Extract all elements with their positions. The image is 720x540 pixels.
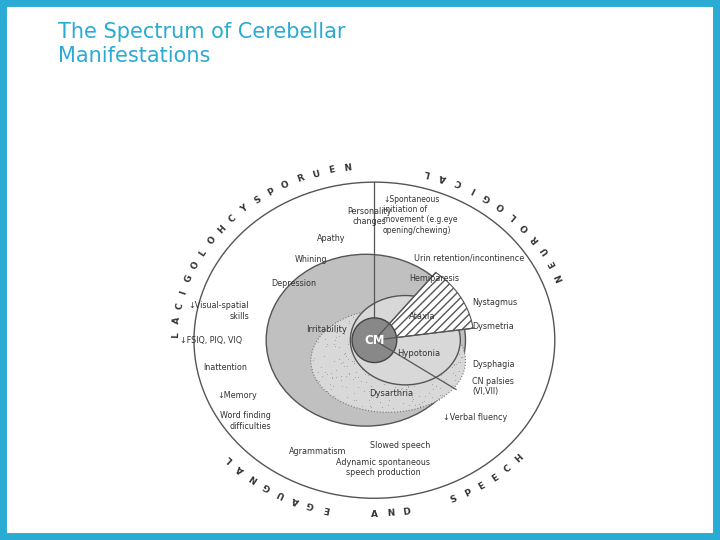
Text: A: A	[235, 463, 246, 475]
Polygon shape	[374, 273, 473, 340]
Text: O: O	[519, 221, 531, 233]
Text: A: A	[172, 316, 182, 325]
Text: Dysarthria: Dysarthria	[369, 389, 414, 398]
Ellipse shape	[351, 295, 460, 385]
Text: ↓Memory: ↓Memory	[218, 390, 258, 400]
Text: Dysphagia: Dysphagia	[472, 360, 515, 369]
Text: E: E	[547, 259, 558, 269]
Text: H: H	[513, 453, 525, 465]
Text: A: A	[371, 510, 378, 518]
Text: G: G	[261, 481, 272, 492]
Text: C: C	[175, 302, 185, 310]
Text: L: L	[171, 332, 181, 338]
Text: E: E	[490, 472, 500, 483]
Circle shape	[352, 318, 397, 362]
Text: ↓FSIQ, PIQ, VIQ: ↓FSIQ, PIQ, VIQ	[180, 336, 242, 345]
Text: Personality
changes: Personality changes	[347, 207, 392, 226]
Text: R: R	[530, 233, 541, 244]
Text: Adynamic spontaneous
speech production: Adynamic spontaneous speech production	[336, 457, 430, 477]
Text: Irritability: Irritability	[306, 326, 347, 334]
Text: C: C	[454, 177, 463, 188]
Text: D: D	[402, 507, 411, 517]
Text: ↓Visual-spatial
skills: ↓Visual-spatial skills	[189, 301, 249, 321]
Ellipse shape	[266, 254, 465, 426]
Text: A: A	[290, 494, 300, 505]
Text: G: G	[482, 192, 492, 203]
Text: P: P	[266, 186, 276, 198]
Text: L: L	[224, 454, 235, 464]
Text: U: U	[539, 245, 550, 256]
Text: Urin retention/incontinence: Urin retention/incontinence	[414, 253, 524, 262]
Text: A: A	[438, 172, 447, 182]
Text: E: E	[328, 165, 336, 176]
Text: Depression: Depression	[271, 279, 316, 288]
Text: L: L	[423, 167, 431, 178]
Text: E: E	[477, 481, 487, 492]
Text: L: L	[197, 248, 208, 258]
Text: E: E	[322, 504, 330, 514]
Text: L: L	[508, 211, 518, 221]
Text: Apathy: Apathy	[318, 234, 346, 244]
Text: CN palsies
(VI,VII): CN palsies (VI,VII)	[472, 377, 514, 396]
Text: N: N	[343, 163, 352, 173]
Text: H: H	[216, 224, 228, 235]
Text: Hypotonia: Hypotonia	[397, 349, 441, 359]
Text: S: S	[252, 194, 263, 205]
Text: O: O	[280, 179, 291, 191]
Text: O: O	[189, 260, 201, 271]
Text: G: G	[306, 500, 315, 510]
Text: N: N	[387, 509, 395, 518]
Text: O: O	[495, 200, 507, 212]
Ellipse shape	[311, 309, 465, 413]
Text: Word finding
difficulties: Word finding difficulties	[220, 411, 271, 431]
Text: Whining: Whining	[294, 255, 327, 264]
Text: S: S	[449, 494, 458, 505]
Text: Ataxia: Ataxia	[409, 312, 436, 321]
Ellipse shape	[194, 182, 555, 498]
Text: N: N	[554, 272, 565, 282]
Text: ↓Spontaneous
initiation of
movement (e.g.eye
opening/chewing): ↓Spontaneous initiation of movement (e.g…	[383, 195, 457, 235]
Text: The Spectrum of Cerebellar
Manifestations: The Spectrum of Cerebellar Manifestation…	[58, 22, 345, 66]
Text: Agrammatism: Agrammatism	[289, 447, 346, 456]
Text: U: U	[311, 169, 320, 179]
Text: U: U	[276, 488, 286, 499]
Text: N: N	[248, 472, 259, 484]
Text: Y: Y	[239, 203, 250, 214]
Text: Nystagmus: Nystagmus	[472, 298, 518, 307]
Text: G: G	[183, 274, 194, 284]
Text: C: C	[227, 213, 238, 224]
Text: P: P	[463, 488, 473, 499]
Text: Hemiparesis: Hemiparesis	[409, 274, 459, 283]
Text: Inattention: Inattention	[203, 363, 247, 372]
Text: Dysmetria: Dysmetria	[472, 322, 514, 331]
Text: C: C	[503, 463, 513, 475]
Text: I: I	[469, 185, 477, 194]
Text: O: O	[206, 235, 217, 247]
Text: R: R	[295, 173, 305, 184]
Text: I: I	[179, 289, 189, 295]
Text: Slowed speech: Slowed speech	[370, 441, 431, 449]
Text: ↓Verbal fluency: ↓Verbal fluency	[443, 413, 508, 422]
Text: CM: CM	[364, 334, 384, 347]
